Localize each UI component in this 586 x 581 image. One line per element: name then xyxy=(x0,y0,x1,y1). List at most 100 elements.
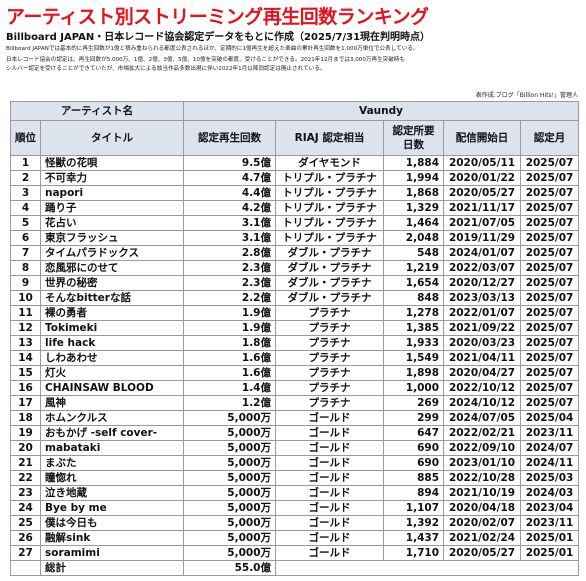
cell: 5 xyxy=(10,215,41,231)
cell: 2025/07 xyxy=(519,260,580,276)
cell: 2025/07 xyxy=(519,320,580,336)
cell: 2 xyxy=(10,170,41,186)
cell: 894 xyxy=(383,485,444,501)
cell: 恋風邪にのせて xyxy=(40,260,184,276)
data-row: 9 世界の秘密 2.3億 ダブル・プラチナ 1,654 2020/12/27 2025/07 xyxy=(10,275,580,291)
data-row: 10 そんなbitterな話 2.2億 ダブル・プラチナ 848 2023/03/13 20… xyxy=(10,290,580,306)
cell: 踊り子 xyxy=(40,200,184,216)
cell: 2023/11 xyxy=(519,425,580,441)
cell: 9 xyxy=(10,275,41,291)
cell: 融解sink xyxy=(40,530,184,546)
cell: 2020/05/11 xyxy=(443,155,521,171)
cell: mabataki xyxy=(40,440,184,456)
cell: 27 xyxy=(10,545,41,561)
cell: 1.6億 xyxy=(183,365,276,381)
data-row: 24 Bye by me 5,000万 ゴールド 1,107 2020/04/18 2023… xyxy=(10,500,580,516)
cell: 2024/03 xyxy=(519,485,580,501)
cell: 2022/01/07 xyxy=(443,305,521,321)
cell: トリプル・プラチナ xyxy=(275,170,384,186)
cell: 1.4億 xyxy=(183,380,276,396)
cell: 848 xyxy=(383,290,444,306)
cell: 怪獣の花唄 xyxy=(40,155,184,171)
cell: 2025/07 xyxy=(519,230,580,246)
cell: 690 xyxy=(383,440,444,456)
cell: 1.6億 xyxy=(183,350,276,366)
cell: 9.5億 xyxy=(183,155,276,171)
cell: 5,000万 xyxy=(183,425,276,441)
cell: 269 xyxy=(383,395,444,411)
cell: 2020/04/18 xyxy=(443,500,521,516)
cell: 1,710 xyxy=(383,545,444,561)
cell: トリプル・プラチナ xyxy=(275,185,384,201)
cell: 5,000万 xyxy=(183,455,276,471)
cell: ダブル・プラチナ xyxy=(275,290,384,306)
artist-label: アーティスト名 xyxy=(10,101,184,121)
note: シルバー認定を受けることができていたが、市場拡大による該当作品多数出現に伴い20… xyxy=(6,66,326,72)
cell: タイムパラドックス xyxy=(40,245,184,261)
data-row: 20 mabataki 5,000万 ゴールド 690 2022/09/10 2024/07 xyxy=(10,440,580,456)
cell: 風神 xyxy=(40,395,184,411)
cell: 2022/02/21 xyxy=(443,425,521,441)
cell: 1,933 xyxy=(383,335,444,351)
cell xyxy=(10,560,41,576)
header-row: 順位 タイトル 認定再生回数 RIAJ 認定相当 認定所要日数 配信開始日 認定月 xyxy=(10,120,580,156)
cell: 2.2億 xyxy=(183,290,276,306)
data-row: 8 恋風邪にのせて 2.3億 ダブル・プラチナ 1,219 2022/03/07 2025/… xyxy=(10,260,580,276)
cell: 2020/04/27 xyxy=(443,365,521,381)
data-row: 23 泣き地蔵 5,000万 ゴールド 894 2021/10/19 2024/03 xyxy=(10,485,580,501)
credit: 表作成:ブログ「Billion Hits!」管理人 xyxy=(475,92,578,99)
cell: 2020/03/23 xyxy=(443,335,521,351)
cell: しわあわせ xyxy=(40,350,184,366)
data-row: 11 裸の勇者 1.9億 プラチナ 1,278 2022/01/07 2025/07 xyxy=(10,305,580,321)
data-row: 3 napori 4.4億 トリプル・プラチナ 1,868 2020/05/27 2025/… xyxy=(10,185,580,201)
cell: プラチナ xyxy=(275,320,384,336)
cell: トリプル・プラチナ xyxy=(275,230,384,246)
cell: 1,994 xyxy=(383,170,444,186)
data-row: 4 踊り子 4.2億 トリプル・プラチナ 1,329 2021/11/17 2025/07 xyxy=(10,200,580,216)
cell: 1,000 xyxy=(383,380,444,396)
cell: 19 xyxy=(10,425,41,441)
ranking-table: アーティスト名 Vaundy 順位 タイトル 認定再生回数 RIAJ 認定相当 認定所要… xyxy=(10,101,580,576)
cell: 23 xyxy=(10,485,41,501)
cell: 6 xyxy=(10,230,41,246)
cell: 2023/04 xyxy=(519,500,580,516)
cell: 1,884 xyxy=(383,155,444,171)
cell: 瞳惚れ xyxy=(40,470,184,486)
data-row: 16 CHAINSAW BLOOD 1.4億 プラチナ 1,000 2022/10/12 2… xyxy=(10,380,580,396)
cell: 22 xyxy=(10,470,41,486)
cell: 2024/01/07 xyxy=(443,245,521,261)
data-row: 18 ホムンクルス 5,000万 ゴールド 299 2024/07/05 2025/04 xyxy=(10,410,580,426)
cell: 2023/03/13 xyxy=(443,290,521,306)
cell: 2025/03 xyxy=(519,470,580,486)
cell: 2025/01 xyxy=(519,530,580,546)
cell: 灯火 xyxy=(40,365,184,381)
cell: 2025/07 xyxy=(519,380,580,396)
cell: トリプル・プラチナ xyxy=(275,215,384,231)
cell: ゴールド xyxy=(275,440,384,456)
cell: 10 xyxy=(10,290,41,306)
column-header: タイトル xyxy=(40,120,184,156)
cell: プラチナ xyxy=(275,350,384,366)
cell: 2025/07 xyxy=(519,170,580,186)
cell: ホムンクルス xyxy=(40,410,184,426)
cell: 花占い xyxy=(40,215,184,231)
cell: 1,464 xyxy=(383,215,444,231)
cell: 5,000万 xyxy=(183,440,276,456)
cell: 東京フラッシュ xyxy=(40,230,184,246)
cell: 1,219 xyxy=(383,260,444,276)
cell: 僕は今日も xyxy=(40,515,184,531)
cell: 1,385 xyxy=(383,320,444,336)
cell: ゴールド xyxy=(275,485,384,501)
cell: 16 xyxy=(10,380,41,396)
cell: 2022/03/07 xyxy=(443,260,521,276)
cell: 3.1億 xyxy=(183,230,276,246)
cell: 5,000万 xyxy=(183,470,276,486)
data-row: 6 東京フラッシュ 3.1億 トリプル・プラチナ 2,048 2019/11/29 2025… xyxy=(10,230,580,246)
cell: 299 xyxy=(383,410,444,426)
cell: 1 xyxy=(10,155,41,171)
cell: 2025/07 xyxy=(519,215,580,231)
cell: 2021/04/11 xyxy=(443,350,521,366)
cell: 8 xyxy=(10,260,41,276)
cell: 20 xyxy=(10,440,41,456)
cell: ゴールド xyxy=(275,410,384,426)
